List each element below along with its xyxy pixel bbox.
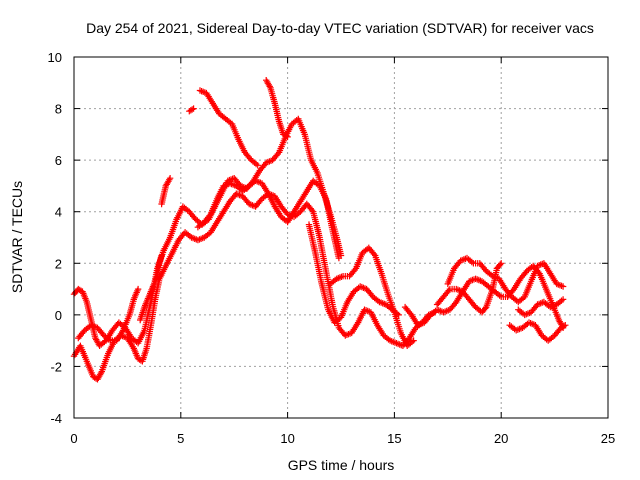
- x-tick-label: 5: [177, 431, 184, 446]
- y-tick-label: 6: [55, 153, 62, 168]
- series-arc-h: [305, 221, 402, 326]
- data-markers: [433, 260, 505, 316]
- data-markers: [515, 296, 567, 319]
- y-tick-label: 2: [55, 256, 62, 271]
- y-tick-label: -4: [50, 411, 62, 426]
- data-points: [70, 77, 569, 383]
- data-markers: [194, 177, 343, 262]
- data-markers: [327, 244, 417, 349]
- x-tick-label: 0: [70, 431, 77, 446]
- series-arc-c: [158, 175, 174, 208]
- data-markers: [305, 221, 402, 326]
- data-markers: [263, 77, 291, 141]
- data-markers: [506, 319, 569, 344]
- series-arc-k: [137, 252, 165, 324]
- y-tick-label: 8: [55, 102, 62, 117]
- data-markers: [75, 285, 142, 344]
- series-arc-p: [515, 296, 567, 319]
- y-tick-label: -2: [50, 359, 62, 374]
- data-markers: [186, 105, 197, 115]
- series-arc-o: [506, 319, 569, 344]
- data-markers: [401, 262, 567, 331]
- chart-title: Day 254 of 2021, Sidereal Day-to-day VTE…: [86, 20, 594, 36]
- series-arc-d: [196, 87, 261, 169]
- data-markers: [137, 252, 165, 324]
- axis-ticks: 0 5 10 15 20 25 -4 -2 0 2 4 6 8 10: [48, 50, 616, 446]
- x-axis-label: GPS time / hours: [288, 457, 395, 473]
- series-arc-i: [327, 244, 417, 349]
- data-markers: [444, 254, 567, 306]
- grid: [74, 57, 608, 418]
- series-arc-l: [401, 262, 567, 331]
- x-tick-label: 15: [387, 431, 401, 446]
- data-markers: [158, 175, 174, 208]
- x-tick-label: 10: [280, 431, 294, 446]
- series-arc-m: [444, 254, 567, 306]
- data-markers: [196, 87, 261, 169]
- y-tick-label: 10: [48, 50, 62, 65]
- y-tick-label: 0: [55, 308, 62, 323]
- y-axis-label: SDTVAR / TECUs: [9, 181, 25, 293]
- plot-frame: [73, 56, 609, 419]
- series-arc-f: [263, 77, 291, 141]
- x-tick-label: 25: [601, 431, 615, 446]
- series-arc-j: [75, 285, 142, 344]
- series-arc-n: [433, 260, 505, 316]
- series-arc-e: [186, 105, 197, 115]
- x-tick-label: 20: [494, 431, 508, 446]
- y-tick-label: 4: [55, 205, 62, 220]
- series-arc-g: [194, 177, 343, 262]
